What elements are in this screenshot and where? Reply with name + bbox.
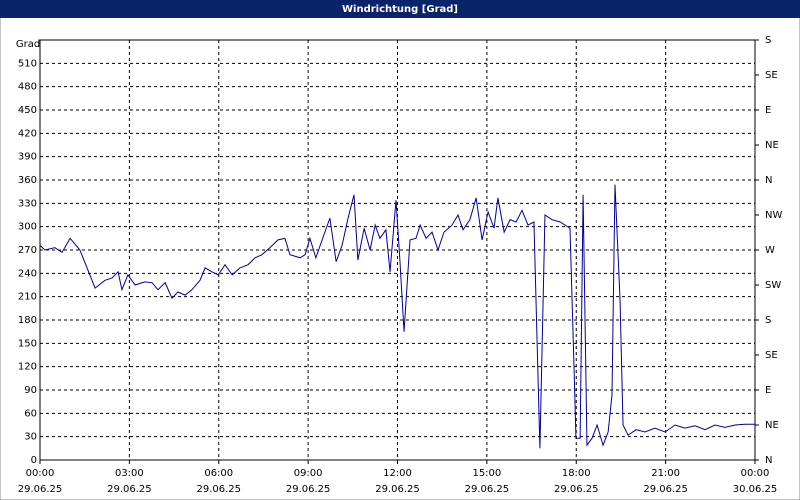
y-tick-label: 210 <box>18 292 37 303</box>
y2-tick-label: NW <box>765 210 782 221</box>
x-tick-date: 29.06.25 <box>554 484 599 495</box>
y-tick-label: 270 <box>18 245 37 256</box>
y-tick-label: 240 <box>18 268 37 279</box>
y2-tick-label: W <box>765 245 775 256</box>
y-tick-label: 510 <box>18 58 37 69</box>
y-tick-label: 150 <box>18 338 37 349</box>
y-tick-label: 90 <box>24 385 37 396</box>
x-tick-date: 29.06.25 <box>107 484 152 495</box>
y-tick-label: 450 <box>18 105 37 116</box>
y2-tick-label: N <box>765 455 772 466</box>
x-tick-date: 29.06.25 <box>18 484 63 495</box>
y2-tick-label: E <box>765 105 771 116</box>
x-tick-label: 00:00 <box>26 468 55 479</box>
data-line <box>39 184 755 449</box>
y2-tick-label: N <box>765 175 772 186</box>
y2-tick-label: S <box>765 315 771 326</box>
y-tick-label: 0 <box>31 455 37 466</box>
x-tick-date: 30.06.25 <box>733 484 778 495</box>
x-tick-date: 29.06.25 <box>196 484 241 495</box>
x-tick-label: 18:00 <box>562 468 591 479</box>
x-tick-date: 29.06.25 <box>286 484 331 495</box>
x-tick-label: 21:00 <box>651 468 680 479</box>
y2-tick-label: S <box>765 35 771 46</box>
y2-tick-label: E <box>765 385 771 396</box>
x-tick-label: 12:00 <box>383 468 412 479</box>
x-tick-label: 06:00 <box>204 468 233 479</box>
x-tick-label: 03:00 <box>115 468 144 479</box>
x-tick-date: 29.06.25 <box>643 484 688 495</box>
y-tick-label: 180 <box>18 315 37 326</box>
y2-tick-label: SE <box>765 350 778 361</box>
y-tick-label: 60 <box>24 408 37 419</box>
y-tick-label: 390 <box>18 152 37 163</box>
y-tick-label: 420 <box>18 128 37 139</box>
x-tick-date: 29.06.25 <box>465 484 510 495</box>
y2-tick-label: SE <box>765 70 778 81</box>
x-tick-label: 00:00 <box>741 468 770 479</box>
y2-tick-label: NE <box>765 420 779 431</box>
x-tick-date: 29.06.25 <box>375 484 420 495</box>
y-tick-label: 30 <box>24 432 37 443</box>
x-tick-label: 09:00 <box>294 468 323 479</box>
x-tick-label: 15:00 <box>472 468 501 479</box>
y-tick-label: 480 <box>18 82 37 93</box>
y-tick-label: 300 <box>18 222 37 233</box>
y2-tick-label: SW <box>765 280 781 291</box>
y-tick-label: 120 <box>18 362 37 373</box>
y-axis-label: Grad <box>16 39 40 50</box>
title-bar <box>0 0 800 18</box>
y-tick-label: 330 <box>18 198 37 209</box>
chart-title: Windrichtung [Grad] <box>342 4 458 15</box>
y-tick-label: 360 <box>18 175 37 186</box>
y2-tick-label: NE <box>765 140 779 151</box>
